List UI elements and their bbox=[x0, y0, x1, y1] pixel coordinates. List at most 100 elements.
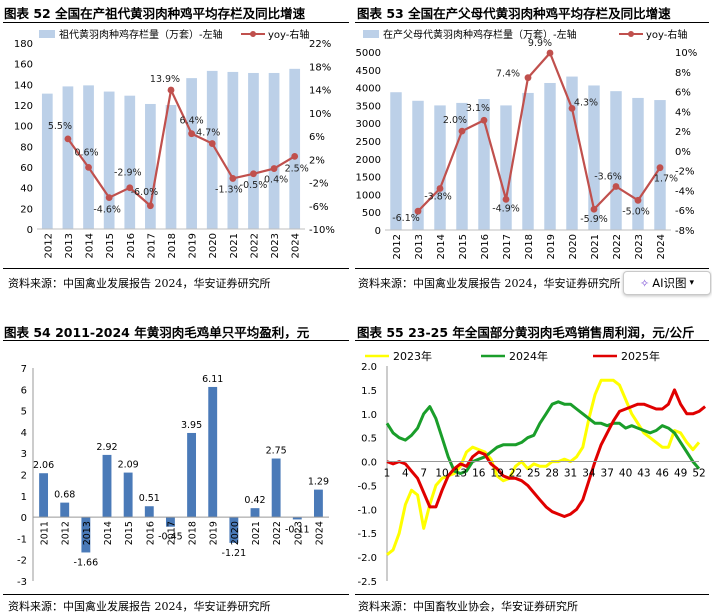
c53-right-tick: 8% bbox=[675, 68, 691, 79]
c54-x-tick: 2023 bbox=[293, 521, 304, 545]
c53-left-tick: 1000 bbox=[356, 190, 381, 201]
c53-x-tick: 2021 bbox=[590, 234, 601, 259]
c52-yoy-label: -1.3% bbox=[215, 184, 243, 195]
c55-x-tick: 43 bbox=[637, 468, 650, 480]
c55-legend-label: 2023年 bbox=[393, 349, 432, 363]
c53-yoy-point bbox=[634, 196, 642, 204]
c52-right-tick: 10% bbox=[309, 109, 331, 120]
chart-53: 在产父母代黄羽肉种鸡存栏量（万套）-左轴 yoy-右轴 0 500 1000 1500 20… bbox=[356, 28, 698, 259]
c54-value-label: -1.21 bbox=[222, 548, 247, 559]
c54-bar bbox=[229, 517, 239, 543]
c53-yoy-label: 2.0% bbox=[443, 115, 467, 126]
c55-x-tick: 49 bbox=[674, 468, 687, 480]
c53-x-tick: 2013 bbox=[414, 234, 425, 259]
c55-y-tick: -2.5 bbox=[357, 577, 377, 588]
c54-value-label: -0.45 bbox=[158, 532, 183, 543]
c54-y-tick: 4 bbox=[21, 428, 27, 439]
c52-yoy-label: 13.9% bbox=[150, 74, 180, 85]
c54-value-label: 0.51 bbox=[139, 493, 160, 504]
c53-legend-bar-swatch bbox=[363, 30, 379, 38]
c53-x-tick: 2022 bbox=[612, 234, 623, 259]
c53-yoy-point bbox=[414, 207, 422, 215]
c55-y-tick: 1.0 bbox=[361, 410, 377, 421]
c52-yoy-point bbox=[208, 140, 216, 147]
c54-bar bbox=[250, 508, 260, 518]
c55-y-tick: -0.5 bbox=[357, 481, 377, 492]
c55-x-tick: 37 bbox=[601, 468, 614, 480]
c54-y-tick: -3 bbox=[17, 577, 27, 588]
c52-left-tick: 0 bbox=[27, 225, 33, 236]
c55-x-tick: 13 bbox=[454, 468, 467, 480]
c55-series-line bbox=[385, 400, 701, 475]
c55-x-tick: 22 bbox=[509, 468, 522, 480]
ai-image-recognition-button[interactable]: ✧ AI识图 ▾ bbox=[623, 271, 711, 295]
c53-left-tick: 4500 bbox=[356, 66, 381, 77]
c54-x-tick: 2019 bbox=[209, 521, 220, 545]
c54-bar bbox=[208, 386, 218, 518]
c52-yoy-line bbox=[67, 86, 296, 208]
c53-yoy-label: 3.1% bbox=[466, 103, 490, 114]
c53-yoy-point bbox=[502, 195, 510, 203]
c52-x-tick: 2016 bbox=[126, 233, 137, 258]
c53-left-tick: 3500 bbox=[356, 101, 381, 112]
c52-left-tick: 160 bbox=[14, 60, 33, 71]
c53-yoy-label: -4.9% bbox=[492, 203, 520, 214]
c53-left-tick: 2500 bbox=[356, 137, 381, 148]
c52-yoy-label: -0.5% bbox=[240, 180, 268, 191]
c52-bar bbox=[41, 93, 53, 229]
c52-yoy-label: 4.7% bbox=[196, 128, 220, 139]
c53-yoy-point bbox=[590, 205, 598, 213]
c53-bar bbox=[522, 92, 534, 230]
c52-yoy-point bbox=[146, 202, 154, 210]
c54-value-label: -0.11 bbox=[285, 524, 310, 535]
c54-value-label: 2.09 bbox=[118, 460, 139, 471]
chart-53-source: 资料来源：中国禽业发展报告 2024，华安证券研究所 bbox=[358, 277, 621, 290]
c53-yoy-point bbox=[524, 74, 532, 82]
c55-x-tick: 46 bbox=[656, 468, 670, 480]
c52-x-tick: 2012 bbox=[43, 233, 54, 258]
c53-bar bbox=[632, 97, 644, 230]
c53-x-tick: 2016 bbox=[480, 234, 491, 259]
c53-bar bbox=[456, 102, 468, 230]
c53-bar bbox=[390, 92, 402, 230]
c52-right-tick: -2% bbox=[309, 179, 328, 190]
c53-left-tick: 500 bbox=[362, 208, 381, 219]
c54-bar bbox=[292, 517, 302, 520]
c53-x-tick: 2018 bbox=[524, 234, 535, 259]
chart-52-source: 资料来源：中国禽业发展报告 2024，华安证券研究所 bbox=[8, 277, 271, 290]
c52-x-tick: 2023 bbox=[270, 233, 281, 258]
c55-y-tick: 1.5 bbox=[361, 386, 377, 397]
c55-series-line bbox=[386, 378, 701, 556]
c52-x-tick: 2018 bbox=[167, 233, 178, 258]
c52-bar bbox=[62, 86, 74, 230]
c52-yoy-label: -2.9% bbox=[114, 168, 142, 179]
c55-y-tick: -1.5 bbox=[357, 529, 377, 540]
c52-bar bbox=[227, 71, 239, 229]
c54-y-tick: -1 bbox=[17, 534, 27, 545]
c52-yoy-point bbox=[126, 184, 134, 192]
c52-yoy-label: -6.0% bbox=[131, 187, 159, 198]
c54-bar bbox=[165, 517, 175, 527]
c52-left-tick: 120 bbox=[14, 101, 33, 112]
c54-y-tick: -2 bbox=[17, 556, 27, 567]
c52-left-tick: 40 bbox=[20, 184, 33, 195]
c55-x-tick: 4 bbox=[402, 468, 409, 480]
c55-x-tick: 28 bbox=[545, 468, 558, 480]
c55-series-line bbox=[386, 388, 707, 518]
c53-yoy-point bbox=[656, 164, 664, 172]
c52-right-tick: -10% bbox=[309, 225, 335, 236]
c54-value-label: 0.42 bbox=[244, 495, 265, 506]
c54-y-tick: 6 bbox=[21, 385, 27, 396]
c52-left-tick: 20 bbox=[20, 204, 33, 215]
c53-yoy-label: -6.1% bbox=[392, 213, 420, 224]
c53-yoy-label: -5.9% bbox=[580, 214, 608, 225]
c52-yoy-point bbox=[64, 135, 72, 143]
c52-x-tick: 2024 bbox=[291, 233, 302, 258]
c53-right-tick: 4% bbox=[675, 107, 691, 118]
c53-left-tick: 5000 bbox=[356, 48, 381, 59]
c54-x-tick: 2017 bbox=[166, 521, 177, 545]
c54-bar bbox=[81, 517, 91, 553]
c52-yoy-label: 2.5% bbox=[285, 163, 309, 174]
c53-right-tick: -4% bbox=[675, 186, 694, 197]
c52-yoy-point bbox=[270, 165, 278, 172]
